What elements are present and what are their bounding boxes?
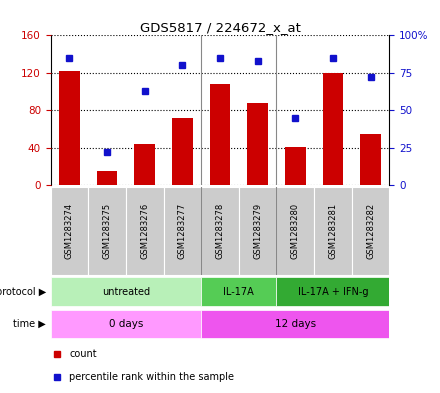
Text: GSM1283280: GSM1283280 [291, 203, 300, 259]
Text: time ▶: time ▶ [14, 319, 46, 329]
Bar [209, 84, 231, 185]
Bar [88, 187, 126, 275]
Text: GSM1283276: GSM1283276 [140, 203, 149, 259]
Bar [51, 277, 201, 306]
Text: GSM1283277: GSM1283277 [178, 203, 187, 259]
Text: protocol ▶: protocol ▶ [0, 286, 46, 297]
Bar [360, 134, 381, 185]
Bar [247, 103, 268, 185]
Bar [352, 187, 389, 275]
Text: GSM1283274: GSM1283274 [65, 203, 74, 259]
Title: GDS5817 / 224672_x_at: GDS5817 / 224672_x_at [139, 21, 301, 34]
Bar [164, 187, 201, 275]
Text: GSM1283281: GSM1283281 [328, 203, 337, 259]
Bar [97, 171, 117, 185]
Bar [59, 71, 80, 185]
Text: GSM1283275: GSM1283275 [103, 203, 112, 259]
Text: count: count [69, 349, 97, 359]
Text: percentile rank within the sample: percentile rank within the sample [69, 372, 234, 382]
Text: IL-17A: IL-17A [224, 286, 254, 297]
Bar [276, 277, 389, 306]
Bar [201, 310, 389, 338]
Text: GSM1283278: GSM1283278 [216, 203, 224, 259]
Bar [134, 144, 155, 185]
Text: untreated: untreated [102, 286, 150, 297]
Bar [285, 147, 306, 185]
Bar [276, 187, 314, 275]
Bar [51, 310, 201, 338]
Bar [239, 187, 276, 275]
Text: IL-17A + IFN-g: IL-17A + IFN-g [298, 286, 368, 297]
Bar [323, 73, 343, 185]
Bar [201, 187, 239, 275]
Bar [314, 187, 352, 275]
Bar [172, 118, 193, 185]
Bar [126, 187, 164, 275]
Bar [51, 187, 88, 275]
Text: GSM1283279: GSM1283279 [253, 203, 262, 259]
Text: 12 days: 12 days [275, 319, 316, 329]
Bar [201, 277, 276, 306]
Text: GSM1283282: GSM1283282 [366, 203, 375, 259]
Text: 0 days: 0 days [109, 319, 143, 329]
